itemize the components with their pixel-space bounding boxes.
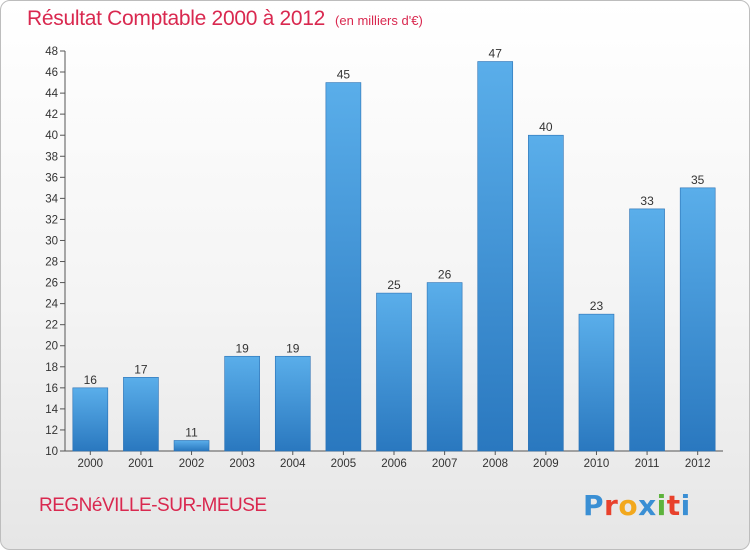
data-label: 35 bbox=[691, 173, 705, 187]
y-tick-label: 34 bbox=[45, 193, 58, 205]
logo-letter: t bbox=[666, 489, 681, 522]
y-tick-label: 26 bbox=[45, 278, 58, 290]
y-tick-label: 22 bbox=[45, 320, 58, 332]
bar bbox=[224, 355, 260, 452]
y-tick-label: 16 bbox=[45, 383, 58, 395]
bar bbox=[477, 61, 514, 452]
y-tick-label: 12 bbox=[45, 425, 58, 437]
chart-title: Résultat Comptable 2000 à 2012 (en millie… bbox=[27, 7, 423, 31]
data-label: 23 bbox=[590, 299, 604, 313]
data-label: 26 bbox=[438, 268, 452, 282]
bar bbox=[426, 282, 463, 452]
y-tick-label: 42 bbox=[45, 109, 58, 121]
y-tick-label: 14 bbox=[45, 404, 58, 416]
data-label: 19 bbox=[286, 341, 300, 355]
chart-title-main: Résultat Comptable 2000 à 2012 bbox=[27, 7, 326, 30]
x-tick-label: 2002 bbox=[179, 458, 205, 470]
x-axis: 2000 2001 2002 2003 2004 2005 2006 2007 2008 2009… bbox=[65, 450, 723, 470]
bar bbox=[173, 440, 210, 452]
x-tick-label: 2012 bbox=[685, 458, 711, 470]
x-tick-label: 2011 bbox=[635, 458, 660, 470]
y-tick-label: 48 bbox=[45, 46, 58, 58]
logo-letter: x bbox=[638, 489, 657, 522]
y-tick-label: 10 bbox=[45, 446, 58, 458]
y-tick-label: 32 bbox=[45, 214, 58, 226]
y-axis: 10 12 14 16 18 20 22 24 26 28 30 32 34 36 38 40 42 44 46 48 bbox=[45, 46, 66, 458]
chart-title-unit: (en milliers d'€) bbox=[335, 13, 423, 28]
logo-letter: o bbox=[618, 489, 639, 522]
bar bbox=[123, 377, 159, 452]
y-tick-label: 38 bbox=[45, 151, 58, 163]
y-tick-label: 44 bbox=[45, 88, 58, 100]
x-tick-label: 2009 bbox=[533, 458, 559, 470]
bar bbox=[376, 292, 412, 452]
bar bbox=[629, 208, 665, 452]
y-tick-label: 24 bbox=[45, 299, 58, 311]
bar bbox=[325, 82, 362, 452]
logo-letter: i bbox=[680, 489, 691, 522]
x-tick-label: 2001 bbox=[128, 458, 154, 470]
bar bbox=[72, 387, 109, 452]
y-tick-label: 46 bbox=[45, 67, 58, 79]
bar bbox=[528, 134, 564, 452]
y-tick-label: 30 bbox=[45, 235, 58, 247]
y-tick-label: 28 bbox=[45, 257, 58, 269]
commune-name: REGNéVILLE-SUR-MEUSE bbox=[39, 495, 267, 516]
data-label: 47 bbox=[489, 47, 503, 61]
logo-letter: r bbox=[604, 489, 619, 522]
data-label: 25 bbox=[387, 278, 401, 292]
bar bbox=[679, 187, 716, 452]
logo-letter: i bbox=[656, 489, 667, 522]
x-tick-label: 2008 bbox=[482, 458, 508, 470]
y-tick-label: 36 bbox=[45, 172, 58, 184]
data-label: 16 bbox=[84, 373, 98, 387]
bars bbox=[72, 61, 716, 452]
data-label: 11 bbox=[185, 425, 198, 439]
y-tick-label: 40 bbox=[45, 130, 58, 142]
x-tick-label: 2004 bbox=[280, 458, 306, 470]
x-tick-label: 2006 bbox=[381, 458, 407, 470]
logo-letter: P bbox=[583, 489, 605, 522]
x-tick-label: 2000 bbox=[78, 458, 104, 470]
x-tick-label: 2005 bbox=[331, 458, 357, 470]
data-label: 40 bbox=[539, 120, 553, 134]
data-label: 33 bbox=[640, 194, 654, 208]
bar bbox=[274, 355, 311, 452]
data-label: 19 bbox=[235, 341, 249, 355]
bar bbox=[578, 313, 615, 452]
proxiti-logo[interactable]: Proxiti bbox=[583, 489, 691, 522]
x-tick-label: 2010 bbox=[584, 458, 610, 470]
data-labels: 16 17 11 19 19 45 25 26 47 40 23 33 35 bbox=[84, 47, 705, 440]
y-tick-label: 20 bbox=[45, 341, 58, 353]
x-tick-label: 2003 bbox=[229, 458, 255, 470]
x-tick-label: 2007 bbox=[432, 458, 458, 470]
y-tick-label: 18 bbox=[45, 362, 58, 374]
data-label: 45 bbox=[337, 68, 351, 82]
data-label: 17 bbox=[134, 362, 148, 376]
